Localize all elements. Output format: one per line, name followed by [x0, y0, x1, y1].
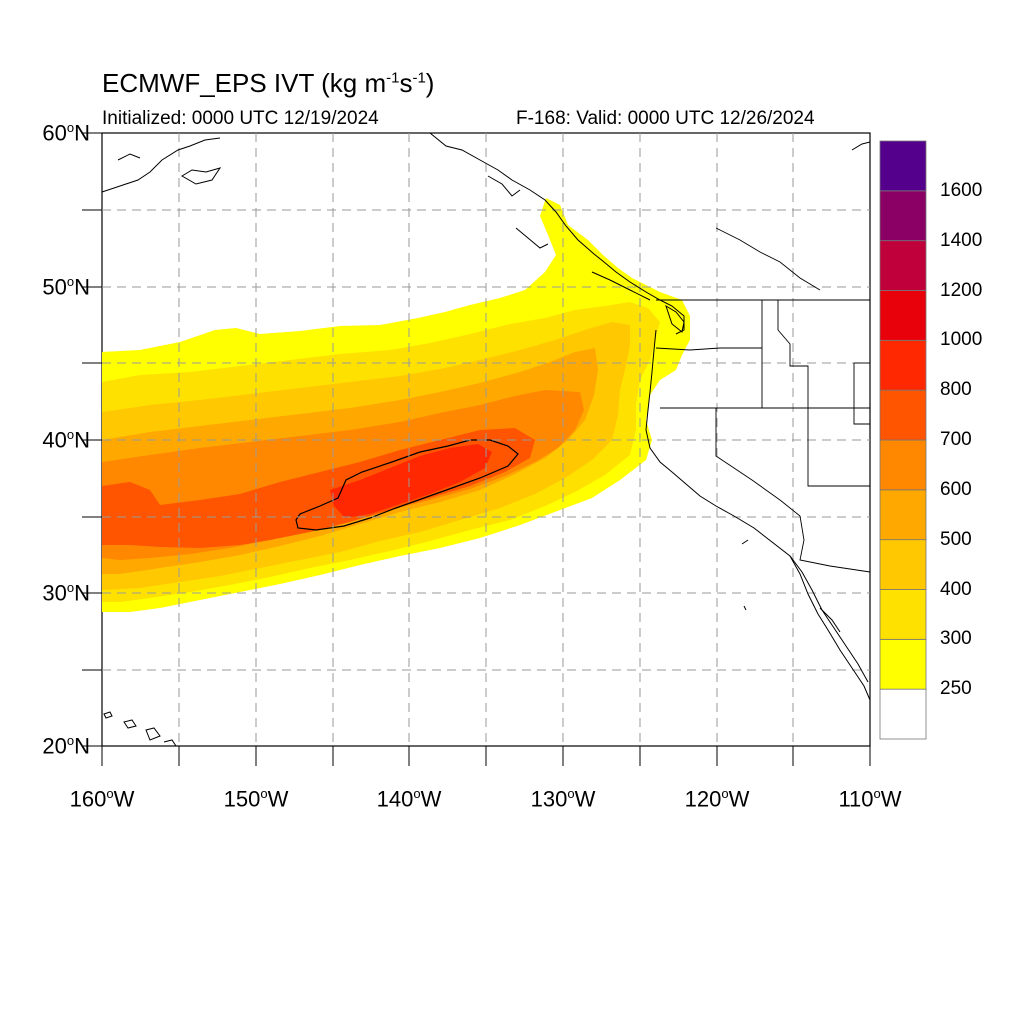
- colorbar-swatch: [879, 240, 927, 291]
- lat-label: 20oN: [42, 733, 90, 759]
- colorbar-tick-label: 1600: [940, 179, 983, 201]
- lat-label: 60oN: [42, 120, 90, 146]
- colorbar-swatch: [879, 489, 927, 541]
- lon-label: 150oW: [223, 786, 289, 812]
- axis-ticks: [82, 132, 871, 766]
- lat-label: 30oN: [42, 580, 90, 606]
- lon-label: 120oW: [684, 786, 750, 812]
- gridlines: [102, 133, 870, 746]
- colorbar-tick-label: 400: [940, 578, 972, 600]
- colorbar-tick-label: 600: [940, 478, 972, 500]
- lon-label: 110oW: [838, 786, 902, 812]
- lon-label: 160oW: [69, 786, 135, 812]
- colorbar-swatch: [879, 439, 927, 491]
- lat-label: 40oN: [42, 427, 90, 453]
- colorbar-swatch: [879, 190, 927, 242]
- lat-label: 50oN: [42, 274, 90, 300]
- lon-label: 130oW: [530, 786, 596, 812]
- colorbar-swatch: [879, 389, 927, 441]
- coastlines: [101, 132, 871, 747]
- colorbar-tick-label: 250: [940, 678, 972, 700]
- colorbar-swatch: [879, 140, 927, 192]
- colorbar-swatch: [879, 290, 927, 341]
- chart-title: ECMWF_EPS IVT (kg m-1s-1): [102, 68, 435, 98]
- colorbar-tick-label: 700: [940, 429, 972, 450]
- initialized-label: Initialized: 0000 UTC 12/19/2024: [102, 108, 379, 129]
- colorbar-tick-label: 1200: [940, 279, 983, 301]
- valid-label: F-168: Valid: 0000 UTC 12/26/2024: [516, 108, 815, 129]
- colorbar-tick-label: 1000: [940, 329, 983, 351]
- colorbar: [879, 140, 927, 740]
- colorbar-swatch: [879, 638, 927, 690]
- colorbar-swatch: [879, 688, 927, 740]
- colorbar-tick-label: 300: [940, 628, 972, 650]
- lon-label: 140oW: [376, 786, 442, 812]
- colorbar-swatch: [879, 589, 927, 640]
- colorbar-swatch: [879, 339, 927, 391]
- ivt-contour-line: [295, 439, 519, 531]
- colorbar-tick-label: 1400: [940, 229, 983, 251]
- colorbar-tick-label: 500: [940, 528, 972, 550]
- ivt-800-1000: [330, 444, 492, 518]
- colorbar-tick-label: 800: [940, 379, 972, 401]
- colorbar-swatch: [879, 539, 927, 590]
- state-borders: [655, 227, 871, 573]
